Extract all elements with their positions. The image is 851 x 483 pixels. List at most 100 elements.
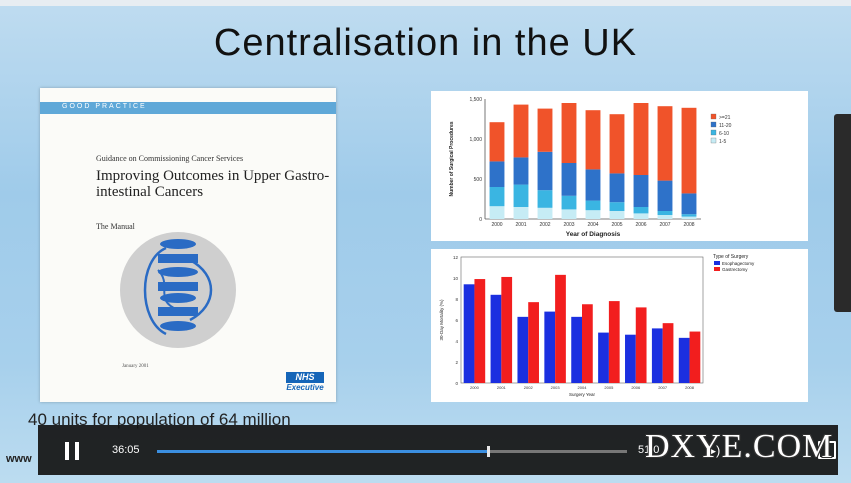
- nhs-logo-text: Executive: [286, 383, 324, 392]
- fullscreen-icon[interactable]: [818, 441, 836, 459]
- bar-segment: [657, 180, 673, 211]
- legend-label: Gastrectomy: [722, 267, 748, 272]
- bar: [463, 284, 475, 383]
- bar-segment: [537, 151, 553, 191]
- bar-segment: [489, 122, 505, 162]
- bar-segment: [585, 210, 601, 219]
- y-tick-label: 500: [474, 177, 483, 183]
- y-tick-label: 0: [479, 217, 482, 223]
- bar-segment: [657, 211, 673, 215]
- bar-segment: [681, 193, 697, 215]
- bar: [651, 328, 663, 383]
- bar-segment: [513, 157, 529, 185]
- bar-segment: [657, 215, 673, 219]
- x-tick-label: 2004: [587, 222, 598, 228]
- x-tick-label: 2000: [470, 385, 480, 390]
- bar: [555, 274, 566, 383]
- bar-segment: [489, 161, 505, 187]
- seek-bar-played: [157, 450, 489, 453]
- bar-segment: [537, 190, 553, 208]
- bar-segment: [681, 216, 697, 219]
- x-axis-label: Surgery Year: [569, 392, 596, 397]
- watermark-text: DXYE.COM: [645, 428, 834, 465]
- bar-segment: [681, 107, 697, 194]
- bar: [635, 307, 647, 383]
- seek-bar[interactable]: [157, 446, 627, 457]
- y-tick-label: 1,000: [469, 137, 482, 143]
- bar-segment: [513, 184, 529, 207]
- y-tick-label: 1,500: [469, 97, 482, 103]
- bar: [501, 276, 513, 383]
- x-tick-label: 2006: [635, 222, 646, 228]
- y-tick-label: 4: [455, 339, 458, 344]
- bar-segment: [609, 202, 625, 211]
- x-tick-label: 2008: [683, 222, 694, 228]
- side-panel-handle[interactable]: [834, 114, 851, 312]
- total-time: 51:0: [638, 444, 660, 456]
- bar-segment: [609, 173, 625, 203]
- pause-icon[interactable]: [65, 442, 81, 460]
- bar: [582, 304, 593, 383]
- bar: [598, 332, 609, 383]
- bar-segment: [537, 207, 553, 219]
- legend-label: 1-5: [719, 139, 726, 145]
- bar-segment: [561, 195, 577, 210]
- bar: [544, 311, 556, 383]
- bar: [517, 316, 529, 383]
- document-cover: GOOD PRACTICE Guidance on Commissioning …: [40, 88, 336, 402]
- bar-segment: [489, 187, 505, 207]
- bar-segment: [633, 213, 649, 219]
- nhs-logo-mark: NHS: [286, 372, 324, 383]
- bar-segment: [633, 207, 649, 214]
- x-tick-label: 2002: [524, 385, 534, 390]
- bar-segment: [609, 211, 625, 219]
- bar: [490, 294, 502, 383]
- cover-subtitle: Guidance on Commissioning Cancer Service…: [96, 154, 244, 163]
- bar: [678, 337, 690, 383]
- bar-segment: [513, 104, 529, 158]
- bar-segment: [513, 207, 529, 219]
- x-tick-label: 2001: [497, 385, 507, 390]
- y-tick-label: 10: [453, 276, 459, 281]
- slide-title: Centralisation in the UK: [213, 22, 638, 64]
- bar-segment: [585, 169, 601, 201]
- legend-label: 11-20: [719, 123, 732, 129]
- x-tick-label: 2004: [578, 385, 588, 390]
- bar-segment: [561, 163, 577, 196]
- seek-handle[interactable]: [487, 446, 491, 457]
- legend-swatch: [710, 121, 717, 128]
- mortality-chart: 0 2 4 6 8 10 12 2000 2001 2002 2003 2004 2005 2006 200…: [431, 249, 808, 402]
- y-tick-label: 6: [455, 318, 458, 323]
- bar-segment: [585, 110, 601, 170]
- x-tick-label: 2001: [515, 222, 526, 228]
- y-tick-label: 0: [455, 381, 458, 386]
- legend-swatch: [714, 267, 720, 271]
- bar: [689, 331, 701, 383]
- legend-label: 6-10: [719, 131, 729, 137]
- current-time: 36:05: [112, 444, 140, 456]
- y-tick-label: 12: [453, 255, 459, 260]
- bar-segment: [489, 206, 505, 219]
- y-axis-label: 30-Day Mortality (%): [439, 299, 444, 341]
- legend-swatch: [710, 113, 717, 120]
- x-tick-label: 2007: [659, 222, 670, 228]
- slide-caption: 40 units for population of 64 million: [28, 410, 291, 429]
- legend-label: >=21: [719, 115, 731, 121]
- bar-segment: [561, 103, 577, 163]
- bar-segment: [633, 175, 649, 207]
- cover-title: Improving Outcomes in Upper Gastro-intes…: [96, 168, 330, 200]
- x-tick-label: 2008: [685, 385, 695, 390]
- x-tick-label: 2006: [631, 385, 641, 390]
- bar-segment: [681, 214, 697, 217]
- bar: [625, 334, 636, 383]
- legend-swatch: [714, 261, 720, 265]
- mortality-chart-svg: 0 2 4 6 8 10 12 2000 2001 2002 2003 2004 2005 2006 200…: [439, 254, 755, 397]
- y-axis-label: Number of Surgical Procedures: [449, 121, 455, 196]
- bar-segment: [633, 103, 649, 175]
- cover-band: GOOD PRACTICE: [40, 102, 336, 114]
- bar-segment: [657, 106, 673, 181]
- x-tick-label: 2000: [491, 222, 502, 228]
- x-tick-label: 2007: [658, 385, 668, 390]
- volume-icon[interactable]: ▶): [706, 443, 721, 458]
